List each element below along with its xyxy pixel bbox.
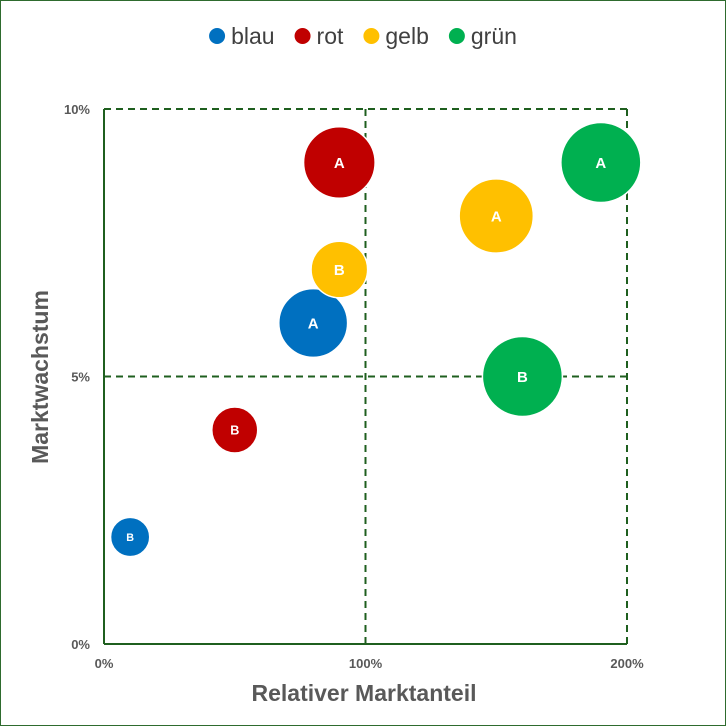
- bubble-label: B: [230, 424, 239, 438]
- legend: blau rot gelb grün: [209, 23, 517, 49]
- legend-label-grün: grün: [471, 23, 517, 49]
- legend-label-gelb: gelb: [385, 23, 428, 49]
- y-axis-title: Marktwachstum: [27, 290, 53, 464]
- bubble-grün-A: [560, 121, 642, 204]
- legend-marker-gelb: [363, 28, 380, 44]
- x-axis-title: Relativer Marktanteil: [252, 680, 477, 706]
- legend-label-blau: blau: [231, 23, 274, 49]
- bubble-label: B: [517, 369, 528, 386]
- legend-marker-grün: [448, 28, 465, 44]
- bubble-blau-B: [109, 516, 151, 558]
- legend-label-rot: rot: [317, 23, 344, 49]
- bubble-label: A: [595, 155, 606, 172]
- bubble-label: A: [334, 155, 345, 172]
- legend-marker-blau: [209, 28, 226, 44]
- y-tick-label: 5%: [71, 370, 90, 385]
- x-tick-label: 200%: [610, 656, 644, 671]
- bubble-label: B: [334, 262, 345, 279]
- bubbles: A B A B A B A B: [109, 121, 642, 558]
- bubble-label: A: [308, 315, 319, 332]
- x-tick-label: 0%: [95, 656, 114, 671]
- bubble-grün-B: [481, 335, 564, 418]
- bubble-label: A: [491, 208, 502, 225]
- bubble-gelb-A: [458, 178, 535, 254]
- bubble-gelb-B: [310, 240, 369, 299]
- y-tick-label: 10%: [64, 102, 90, 117]
- bubble-label: B: [126, 532, 134, 544]
- bubble-blau-A: [278, 287, 349, 359]
- y-tick-label: 0%: [71, 637, 90, 652]
- bubble-rot-A: [302, 125, 376, 200]
- legend-marker-rot: [294, 28, 311, 44]
- x-tick-label: 100%: [349, 656, 383, 671]
- bubble-rot-B: [211, 406, 259, 454]
